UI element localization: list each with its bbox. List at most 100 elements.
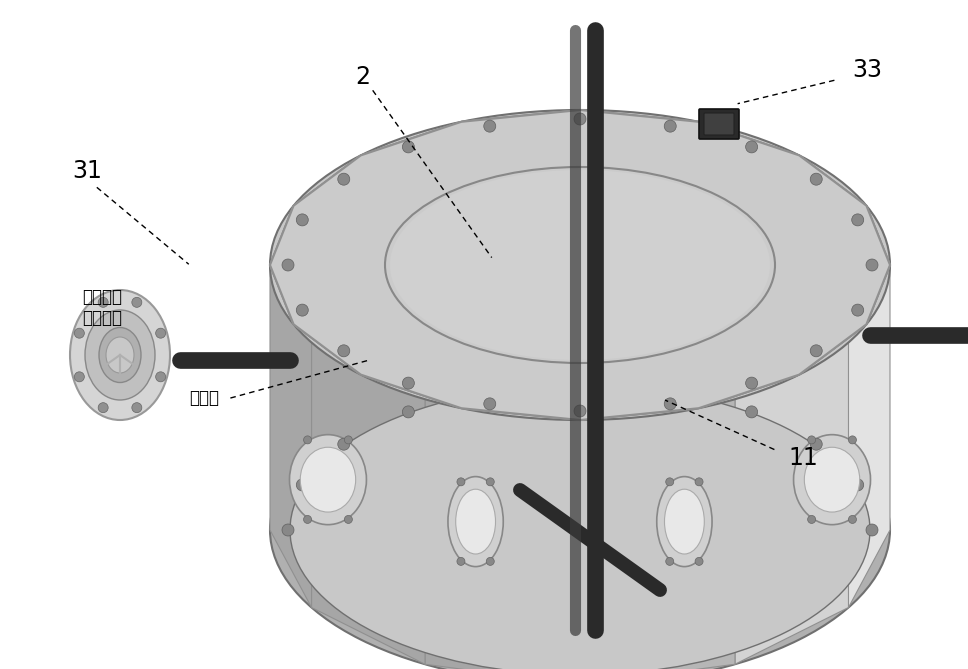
Circle shape bbox=[664, 398, 677, 410]
Circle shape bbox=[338, 438, 349, 450]
Circle shape bbox=[484, 385, 496, 397]
Circle shape bbox=[574, 113, 586, 125]
Polygon shape bbox=[312, 343, 425, 664]
Circle shape bbox=[486, 557, 495, 565]
Circle shape bbox=[574, 113, 586, 125]
Circle shape bbox=[852, 479, 863, 491]
Circle shape bbox=[810, 438, 822, 450]
Ellipse shape bbox=[385, 167, 775, 363]
Ellipse shape bbox=[656, 476, 712, 567]
Ellipse shape bbox=[289, 435, 367, 524]
Circle shape bbox=[810, 345, 822, 357]
Circle shape bbox=[852, 304, 863, 316]
Circle shape bbox=[807, 515, 816, 523]
Circle shape bbox=[852, 304, 863, 316]
Text: 31: 31 bbox=[73, 159, 102, 183]
Polygon shape bbox=[625, 260, 763, 310]
Text: 电离光: 电离光 bbox=[189, 389, 219, 407]
Circle shape bbox=[484, 398, 496, 410]
Circle shape bbox=[156, 328, 166, 339]
Ellipse shape bbox=[270, 375, 890, 669]
Circle shape bbox=[403, 406, 414, 418]
Ellipse shape bbox=[85, 310, 155, 400]
Circle shape bbox=[345, 436, 352, 444]
Circle shape bbox=[745, 141, 758, 153]
Circle shape bbox=[338, 345, 349, 357]
Circle shape bbox=[664, 398, 677, 410]
Circle shape bbox=[484, 120, 496, 132]
Circle shape bbox=[338, 173, 349, 185]
Ellipse shape bbox=[385, 167, 775, 363]
Ellipse shape bbox=[385, 167, 775, 363]
FancyBboxPatch shape bbox=[699, 109, 739, 139]
Circle shape bbox=[484, 398, 496, 410]
Circle shape bbox=[338, 345, 349, 357]
Ellipse shape bbox=[456, 489, 496, 554]
Polygon shape bbox=[595, 255, 698, 305]
Circle shape bbox=[745, 377, 758, 389]
Circle shape bbox=[810, 173, 822, 185]
Ellipse shape bbox=[448, 476, 503, 567]
Circle shape bbox=[345, 515, 352, 523]
Ellipse shape bbox=[106, 337, 134, 373]
Circle shape bbox=[745, 141, 758, 153]
Circle shape bbox=[296, 304, 308, 316]
Circle shape bbox=[810, 173, 822, 185]
Ellipse shape bbox=[290, 385, 870, 669]
Circle shape bbox=[304, 436, 312, 444]
Circle shape bbox=[664, 120, 677, 132]
Polygon shape bbox=[270, 110, 890, 420]
Circle shape bbox=[574, 378, 586, 390]
Circle shape bbox=[866, 259, 878, 271]
Circle shape bbox=[517, 295, 533, 311]
Circle shape bbox=[282, 259, 294, 271]
Circle shape bbox=[403, 141, 414, 153]
Circle shape bbox=[403, 141, 414, 153]
Circle shape bbox=[852, 214, 863, 226]
Circle shape bbox=[866, 524, 878, 536]
Circle shape bbox=[282, 524, 294, 536]
Text: 2: 2 bbox=[355, 65, 371, 89]
Circle shape bbox=[664, 385, 677, 397]
Circle shape bbox=[486, 478, 495, 486]
Circle shape bbox=[574, 405, 586, 417]
Circle shape bbox=[403, 377, 414, 389]
Circle shape bbox=[98, 297, 108, 307]
Circle shape bbox=[457, 557, 465, 565]
Ellipse shape bbox=[400, 205, 760, 385]
Circle shape bbox=[866, 259, 878, 271]
Circle shape bbox=[745, 377, 758, 389]
Circle shape bbox=[666, 478, 674, 486]
Ellipse shape bbox=[70, 290, 170, 420]
Circle shape bbox=[156, 372, 166, 382]
Text: 11: 11 bbox=[789, 446, 819, 470]
Circle shape bbox=[296, 214, 308, 226]
Circle shape bbox=[132, 403, 142, 413]
Polygon shape bbox=[270, 110, 890, 420]
Circle shape bbox=[852, 214, 863, 226]
Circle shape bbox=[848, 515, 857, 523]
Circle shape bbox=[695, 478, 703, 486]
Ellipse shape bbox=[794, 435, 870, 524]
Circle shape bbox=[574, 405, 586, 417]
Circle shape bbox=[98, 403, 108, 413]
Polygon shape bbox=[528, 275, 572, 315]
Circle shape bbox=[296, 214, 308, 226]
Circle shape bbox=[695, 557, 703, 565]
Circle shape bbox=[457, 478, 465, 486]
Ellipse shape bbox=[397, 173, 763, 357]
Circle shape bbox=[338, 173, 349, 185]
Circle shape bbox=[745, 406, 758, 418]
Circle shape bbox=[282, 259, 294, 271]
Ellipse shape bbox=[99, 328, 141, 383]
Circle shape bbox=[807, 436, 816, 444]
Circle shape bbox=[484, 120, 496, 132]
Circle shape bbox=[666, 557, 674, 565]
Polygon shape bbox=[580, 399, 735, 669]
Ellipse shape bbox=[270, 110, 890, 420]
Text: 冷却光与
再泵浦光: 冷却光与 再泵浦光 bbox=[82, 288, 122, 327]
Polygon shape bbox=[270, 265, 890, 530]
Circle shape bbox=[132, 297, 142, 307]
Polygon shape bbox=[425, 399, 580, 669]
Circle shape bbox=[810, 345, 822, 357]
